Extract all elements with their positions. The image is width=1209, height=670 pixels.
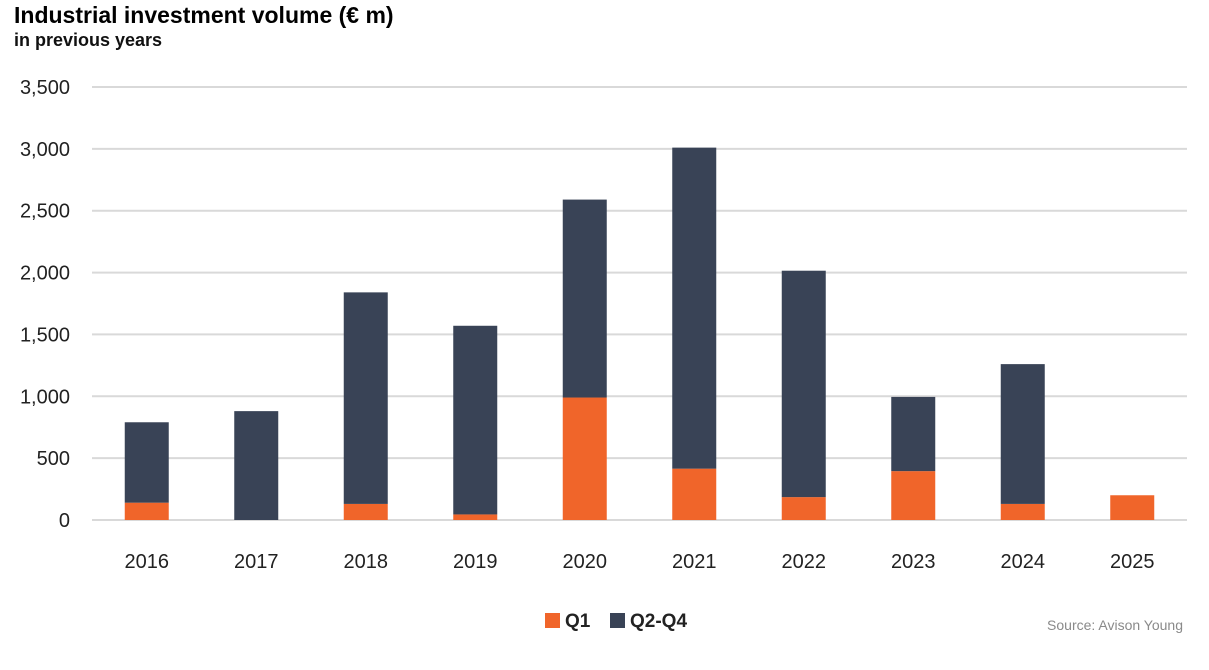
x-tick-label: 2023: [891, 551, 936, 573]
legend-label: Q2-Q4: [630, 611, 687, 632]
bar-q1-2019: [453, 514, 498, 520]
x-tick-label: 2020: [563, 551, 608, 573]
bar-q1-2016: [124, 502, 169, 520]
bar-q2-q4-2024: [1000, 364, 1045, 504]
bar-q1-2021: [672, 468, 717, 520]
bar-q1-2020: [562, 397, 607, 520]
y-tick-label: 3,000: [20, 139, 70, 161]
legend-label: Q1: [565, 611, 591, 632]
bars: [124, 147, 1155, 520]
bar-q2-q4-2018: [343, 292, 388, 504]
y-axis-ticks: 0 500 1,000 1,500 2,000 2,500 3,000 3,500: [20, 77, 70, 532]
legend-swatch-q2-q4: [610, 613, 625, 628]
bar-q2-q4-2023: [891, 396, 936, 472]
y-tick-label: 1,500: [20, 324, 70, 346]
bar-q2-q4-2022: [781, 270, 826, 498]
bar-q1-2018: [343, 503, 388, 520]
bar-q1-2022: [781, 497, 826, 520]
bar-q1-2023: [891, 471, 936, 520]
bar-q1-2025: [1110, 495, 1155, 520]
bar-q2-q4-2016: [124, 422, 169, 503]
y-tick-label: 2,000: [20, 263, 70, 285]
x-tick-label: 2021: [672, 551, 717, 573]
x-tick-label: 2024: [1001, 551, 1046, 573]
x-axis-ticks: 2016 2017 2018 2019 2020 2021 2022 2023 2024 2025: [125, 551, 1155, 573]
bar-q2-q4-2017: [234, 411, 279, 520]
chart-title: Industrial investment volume (€ m): [14, 2, 394, 28]
bar-q1-2024: [1000, 503, 1045, 520]
y-tick-label: 500: [37, 448, 70, 470]
x-tick-label: 2016: [125, 551, 170, 573]
y-tick-label: 2,500: [20, 201, 70, 223]
x-tick-label: 2025: [1110, 551, 1155, 573]
bar-q2-q4-2021: [672, 147, 717, 469]
y-tick-label: 0: [59, 510, 70, 532]
x-tick-label: 2018: [344, 551, 389, 573]
bar-q2-q4-2019: [453, 325, 498, 515]
x-tick-label: 2019: [453, 551, 498, 573]
bar-q2-q4-2020: [562, 199, 607, 398]
source-note: Source: Avison Young: [1047, 617, 1183, 633]
x-tick-label: 2022: [782, 551, 827, 573]
y-tick-label: 3,500: [20, 77, 70, 99]
x-tick-label: 2017: [234, 551, 279, 573]
legend-swatch-q1: [545, 613, 560, 628]
chart-subtitle: in previous years: [14, 30, 163, 50]
y-tick-label: 1,000: [20, 386, 70, 408]
legend: Q1 Q2-Q4: [545, 611, 687, 632]
